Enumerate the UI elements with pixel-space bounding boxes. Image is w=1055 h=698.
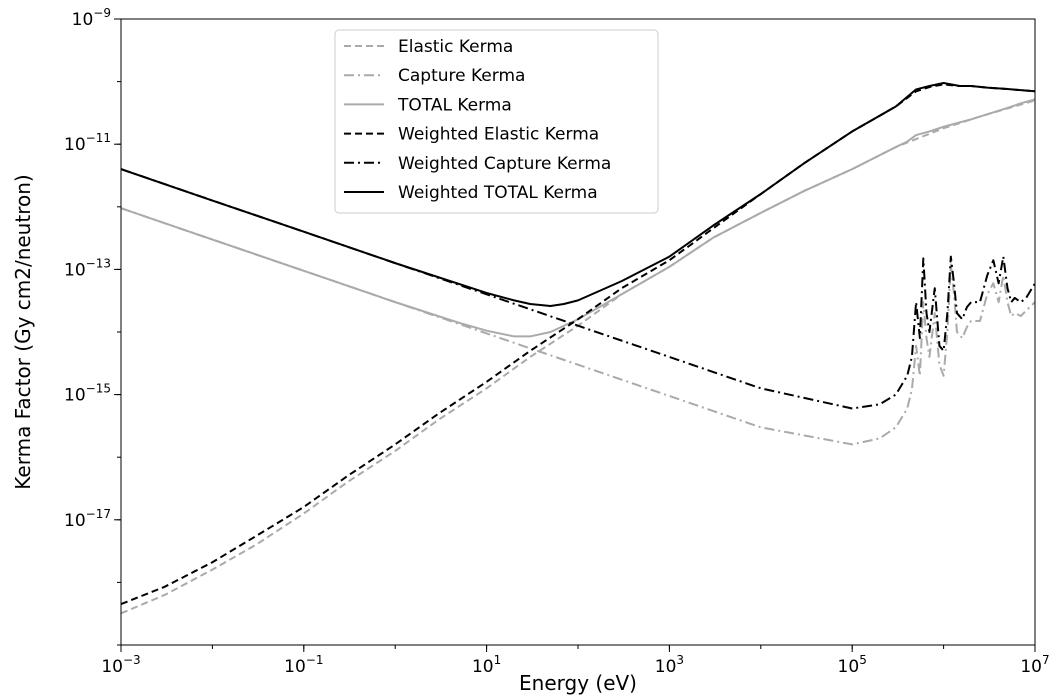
legend-label-capture-kerma: Capture Kerma (398, 66, 525, 86)
y-tick-label: 10−15 (64, 382, 111, 406)
x-tick-label: 103 (655, 653, 684, 677)
y-tick-label: 10−13 (64, 256, 111, 280)
legend-label-weighted-total-kerma: Weighted TOTAL Kerma (398, 183, 598, 203)
legend-label-elastic-kerma: Elastic Kerma (398, 37, 513, 57)
series-line-weighted-total-kerma (121, 81, 1035, 308)
legend-frame (334, 29, 659, 214)
x-tick-label: 105 (838, 653, 867, 677)
legend-label-weighted-capture-kerma: Weighted Capture Kerma (398, 154, 611, 174)
series-line-capture-kerma (121, 207, 1035, 446)
y-axis-label: Kerma Factor (Gy cm2/neutron) (11, 174, 35, 489)
legend: Elastic Kerma Capture Kerma TOTAL Kerma Wei… (334, 29, 659, 214)
series-line-total-kerma (121, 98, 1035, 338)
y-tick-label: 10−9 (72, 6, 111, 30)
x-axis-ticks: 10−3 10−1 101 103 105 107 (101, 645, 1050, 677)
legend-label-total-kerma: TOTAL Kerma (397, 95, 512, 115)
x-axis-label: Energy (eV) (519, 671, 637, 695)
x-tick-label: 10−3 (101, 653, 140, 677)
y-tick-label: 10−17 (64, 507, 111, 531)
y-axis-ticks: 10−17 10−15 10−13 10−11 10−9 (64, 6, 121, 646)
x-tick-label: 10−1 (284, 653, 323, 677)
series-layer (121, 81, 1035, 615)
x-tick-label: 101 (472, 653, 501, 677)
series-line-weighted-capture-kerma (121, 168, 1035, 410)
x-tick-label: 107 (1020, 653, 1049, 677)
y-tick-label: 10−11 (64, 131, 111, 155)
series-line-weighted-elastic-kerma (121, 83, 1035, 606)
legend-label-weighted-elastic-kerma: Weighted Elastic Kerma (398, 125, 599, 145)
